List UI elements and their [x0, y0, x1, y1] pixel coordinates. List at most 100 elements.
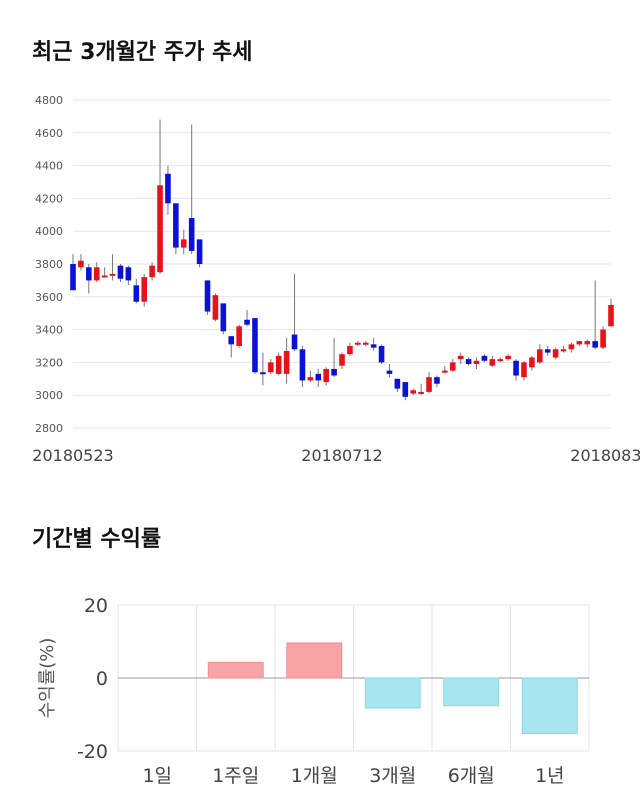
candle-body [315, 373, 322, 381]
returns-section-title: 기간별 수익률 [32, 527, 162, 552]
candle-body [188, 218, 195, 251]
y-tick-label: 3600 [35, 291, 63, 304]
candle-body [339, 354, 345, 366]
candle-body [457, 355, 464, 360]
candle-body [552, 349, 559, 358]
return-bar [286, 642, 343, 679]
candle-body [355, 342, 361, 345]
candle-body [141, 277, 148, 302]
x-category-label: 1일 [142, 765, 172, 787]
candle-body [204, 280, 211, 312]
candle-body [101, 275, 108, 278]
y-axis-label: 수익률(%) [37, 638, 58, 719]
return-bar [364, 677, 421, 709]
x-category-label: 1주일 [212, 765, 259, 787]
y-tick-label: 4600 [35, 127, 63, 140]
y-tick-label: -20 [77, 741, 108, 763]
candle-body [267, 362, 274, 373]
candle-body [576, 341, 583, 345]
x-category-label: 3개월 [369, 765, 416, 787]
candle-body [489, 359, 496, 366]
candle-body [252, 318, 258, 373]
return-bar [521, 677, 578, 734]
x-date-label: 20180712 [301, 446, 382, 465]
candle-body [568, 344, 575, 350]
y-tick-label: 4200 [35, 192, 63, 205]
candle-body [473, 360, 480, 365]
candle-body [196, 239, 203, 264]
candle-body [307, 377, 314, 381]
candle-body [544, 349, 551, 353]
candle-body [323, 368, 329, 383]
candle-body [228, 336, 235, 345]
candle-body [283, 350, 290, 374]
x-category-label: 6개월 [448, 765, 495, 787]
y-tick-label: 3000 [35, 389, 63, 402]
candle-body [236, 326, 242, 346]
trend-section-title: 최근 3개월간 주가 추세 [32, 40, 253, 65]
candle-body [521, 362, 527, 378]
y-tick-label: 0 [96, 668, 108, 690]
candle-body [180, 239, 187, 248]
candle-body [244, 319, 250, 325]
x-date-label: 20180523 [32, 446, 113, 465]
candle-body [260, 372, 266, 375]
candle-body [402, 382, 409, 397]
candle-body [133, 285, 140, 302]
candle-body [275, 355, 282, 374]
candle-body [378, 346, 385, 363]
candle-body [481, 355, 488, 361]
candle-body [497, 359, 504, 362]
candle-body [70, 264, 76, 291]
candle-body [125, 267, 132, 281]
candle-body [465, 359, 472, 365]
candle-body [449, 362, 456, 371]
candle-body [560, 349, 567, 352]
candle-body [442, 370, 448, 373]
candle-body [117, 265, 124, 279]
return-bar [207, 661, 264, 679]
candle-body [394, 378, 401, 389]
candle-body [157, 185, 163, 273]
y-tick-label: 4400 [35, 160, 63, 173]
candle-body [93, 267, 100, 281]
candle-body [584, 341, 591, 345]
candle-body [592, 341, 598, 348]
candlestick-chart: 2800 3000 3200 3400 3600 3800 4000 4200 4400 4600… [32, 94, 640, 465]
candle-body [410, 390, 417, 394]
y-tick-label: 3800 [35, 258, 63, 271]
candle-body [434, 377, 440, 384]
y-tick-label: 3400 [35, 324, 63, 337]
candle-body [331, 368, 337, 376]
candle-body [600, 329, 606, 348]
candle-body [608, 305, 614, 327]
candle-body [173, 203, 179, 248]
candle-body [362, 342, 369, 345]
y-tick-label: 2800 [35, 422, 63, 435]
candle-body [165, 173, 171, 204]
candle-body [109, 273, 116, 276]
y-tick-label: 4000 [35, 225, 63, 238]
candle-body [529, 357, 535, 368]
candle-body [149, 265, 155, 278]
candle-body [418, 391, 424, 394]
candle-body [386, 370, 393, 374]
y-tick-label: 4800 [35, 94, 63, 107]
candle-body [370, 344, 377, 348]
candle-body [299, 349, 306, 381]
y-tick-label: 20 [84, 595, 108, 617]
candle-body [212, 295, 219, 320]
return-bar [443, 677, 500, 707]
candle-body [505, 355, 511, 360]
x-date-label: 20180830 [570, 446, 640, 465]
candle-body [513, 360, 519, 376]
candle-body [536, 349, 543, 363]
candle-body [78, 260, 84, 268]
candle-body [86, 267, 92, 281]
x-category-label: 1개월 [291, 765, 338, 787]
candle-body [347, 346, 353, 355]
candle-body [291, 334, 298, 350]
x-category-label: 1년 [535, 765, 565, 787]
candle-body [220, 303, 227, 332]
